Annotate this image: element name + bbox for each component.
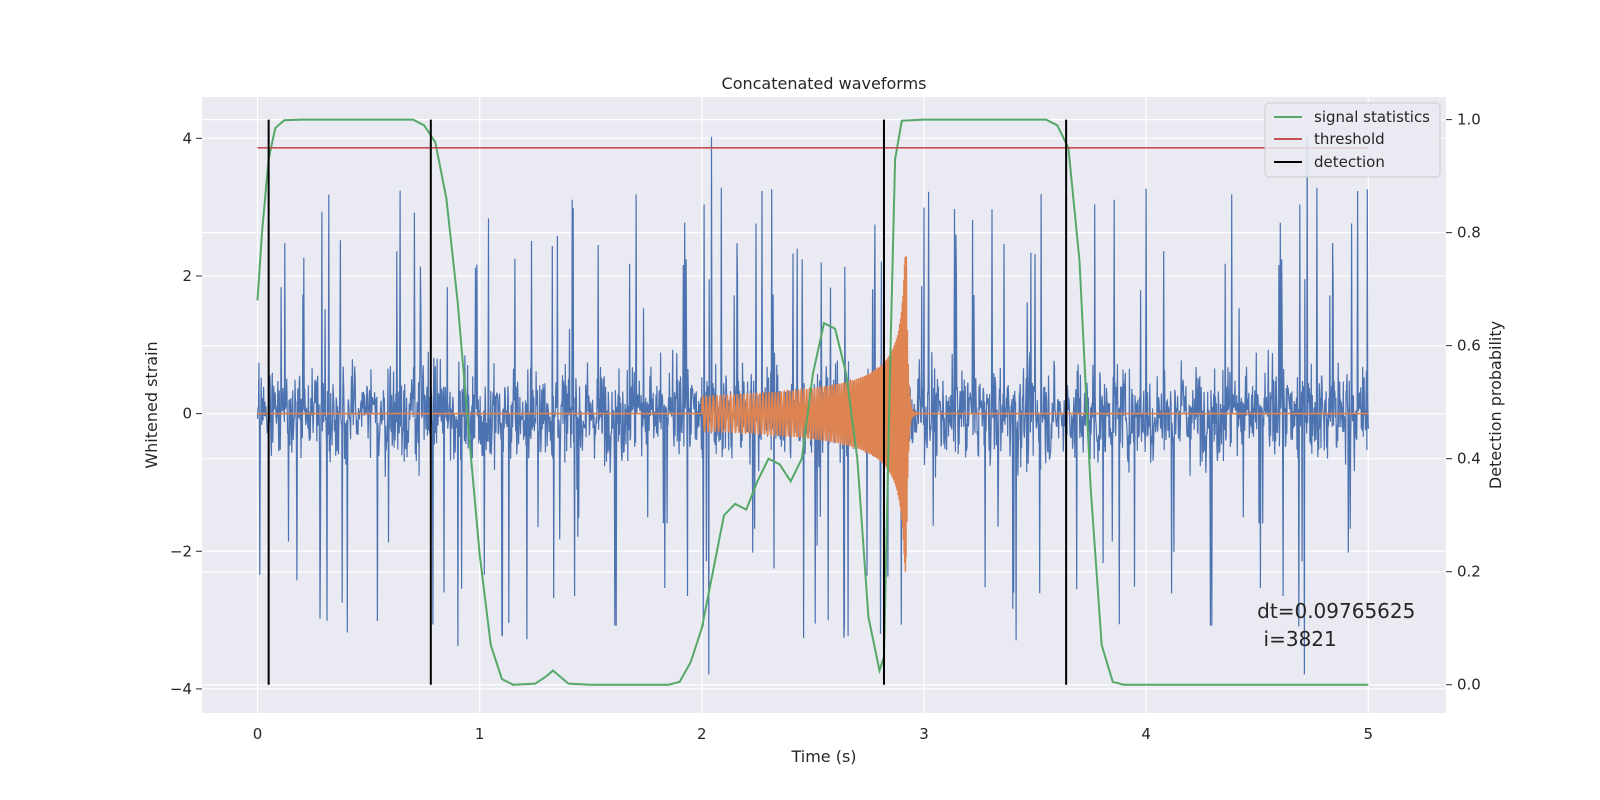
legend-label-detection: detection: [1314, 153, 1385, 171]
series-signal-statistics: [256, 118, 1369, 686]
x-tick-label-0: 0: [253, 725, 263, 743]
x-tick-label-3: 3: [919, 725, 929, 743]
tick-labels: 0 1 2 3 4 5 −4 −2 0 2 4 0.0 0.2 0.4 0.6 0.8 1.0: [170, 111, 1481, 743]
y-right-tick-label-0: 0.0: [1457, 676, 1481, 694]
y-axis-right-label: Detection probability: [1486, 321, 1505, 489]
y-tick-label-3: 2: [182, 267, 192, 285]
y-right-tick-label-4: 0.8: [1457, 224, 1481, 242]
annotation-dt: dt=0.09765625: [1257, 599, 1415, 623]
y-tick-label-0: −4: [170, 680, 192, 698]
y-right-tick-label-5: 1.0: [1457, 111, 1481, 129]
series-chirp-template: [257, 256, 1369, 572]
series-layer: [256, 118, 1369, 686]
y-right-tick-label-2: 0.4: [1457, 450, 1481, 468]
annotation-index: i=3821: [1257, 627, 1337, 651]
chart-title: Concatenated waveforms: [722, 74, 927, 93]
y-tick-label-1: −2: [170, 542, 192, 560]
legend-label-signal-statistics: signal statistics: [1314, 108, 1430, 126]
x-tick-label-1: 1: [475, 725, 485, 743]
x-tick-label-2: 2: [697, 725, 707, 743]
y-tick-label-4: 4: [182, 129, 192, 147]
y-tick-label-2: 0: [182, 405, 192, 423]
legend-label-threshold: threshold: [1314, 130, 1385, 148]
y-right-tick-label-3: 0.6: [1457, 337, 1481, 355]
x-tick-label-4: 4: [1141, 725, 1151, 743]
x-axis-label: Time (s): [790, 747, 856, 766]
y-right-tick-label-1: 0.2: [1457, 563, 1481, 581]
legend: signal statistics threshold detection: [1264, 102, 1441, 178]
legend-frame: [1264, 102, 1441, 178]
x-tick-label-5: 5: [1363, 725, 1373, 743]
y-axis-label: Whitened strain: [142, 341, 161, 468]
